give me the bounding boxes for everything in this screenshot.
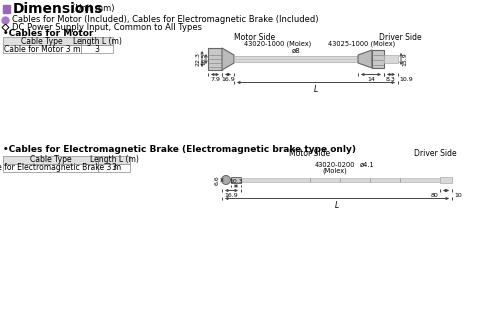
- Text: 16.9: 16.9: [221, 77, 235, 82]
- Text: 43020-0200: 43020-0200: [315, 162, 355, 168]
- Text: 3: 3: [94, 44, 100, 53]
- Text: ø8: ø8: [292, 48, 300, 54]
- Bar: [234, 56, 358, 62]
- Text: DC Power Supply Input, Common to All Types: DC Power Supply Input, Common to All Typ…: [12, 22, 202, 31]
- Bar: [98, 164, 130, 172]
- Text: ø4.1: ø4.1: [360, 162, 374, 168]
- Text: Length L (m): Length L (m): [90, 156, 138, 165]
- Text: (Molex): (Molex): [322, 168, 347, 174]
- Text: 15.9: 15.9: [402, 52, 407, 66]
- Text: •Cables for Motor: •Cables for Motor: [3, 30, 94, 39]
- Text: 7.9: 7.9: [210, 77, 220, 82]
- Bar: [3, 45, 81, 53]
- Text: Driver Side: Driver Side: [414, 150, 457, 159]
- Bar: [81, 37, 113, 45]
- Bar: [81, 45, 113, 53]
- Text: 8.3: 8.3: [386, 77, 396, 82]
- Text: Motor Side: Motor Side: [234, 33, 276, 41]
- Text: 80: 80: [430, 193, 438, 198]
- Text: L: L: [314, 85, 318, 94]
- Text: Cable for Motor 3 m: Cable for Motor 3 m: [4, 44, 80, 53]
- Bar: [208, 48, 222, 70]
- Text: 10.9: 10.9: [399, 77, 413, 82]
- Text: 6.6: 6.6: [215, 175, 220, 185]
- Bar: [3, 164, 98, 172]
- Bar: [241, 178, 440, 182]
- Polygon shape: [222, 48, 234, 70]
- Text: Dimensions: Dimensions: [13, 2, 104, 16]
- Polygon shape: [358, 50, 372, 68]
- Text: 43020-1000 (Molex): 43020-1000 (Molex): [244, 41, 312, 47]
- Bar: [3, 37, 81, 45]
- Bar: [3, 156, 98, 164]
- Text: 22.3: 22.3: [196, 52, 201, 66]
- Text: Cables for Motor (Included), Cables for Electromagnetic Brake (Included): Cables for Motor (Included), Cables for …: [12, 16, 318, 25]
- Bar: [3, 5, 10, 13]
- Text: Cable Type: Cable Type: [21, 36, 63, 45]
- Text: (Unit mm): (Unit mm): [72, 4, 114, 13]
- Text: 14: 14: [367, 77, 375, 82]
- Bar: [372, 50, 384, 68]
- Text: Driver Side: Driver Side: [378, 33, 422, 41]
- Text: Length L (m): Length L (m): [72, 36, 122, 45]
- Text: Cable for Electromagnetic Brake 3 m: Cable for Electromagnetic Brake 3 m: [0, 164, 121, 173]
- Text: 43025-1000 (Molex): 43025-1000 (Molex): [328, 41, 396, 47]
- Text: Motor Side: Motor Side: [290, 150, 331, 159]
- Bar: [384, 55, 398, 63]
- Text: 10: 10: [454, 193, 462, 198]
- Text: •Cables for Electromagnetic Brake (Electromagnetic brake type only): •Cables for Electromagnetic Brake (Elect…: [3, 146, 356, 155]
- Text: 10.3: 10.3: [229, 179, 243, 184]
- Text: 16.5: 16.5: [202, 53, 206, 65]
- Text: L: L: [335, 201, 339, 210]
- Text: Cable Type: Cable Type: [30, 156, 72, 165]
- Bar: [231, 177, 241, 183]
- Text: 16.9: 16.9: [224, 193, 238, 198]
- Bar: [440, 177, 452, 183]
- Text: 3: 3: [112, 164, 116, 173]
- Bar: [98, 156, 130, 164]
- Circle shape: [222, 175, 230, 184]
